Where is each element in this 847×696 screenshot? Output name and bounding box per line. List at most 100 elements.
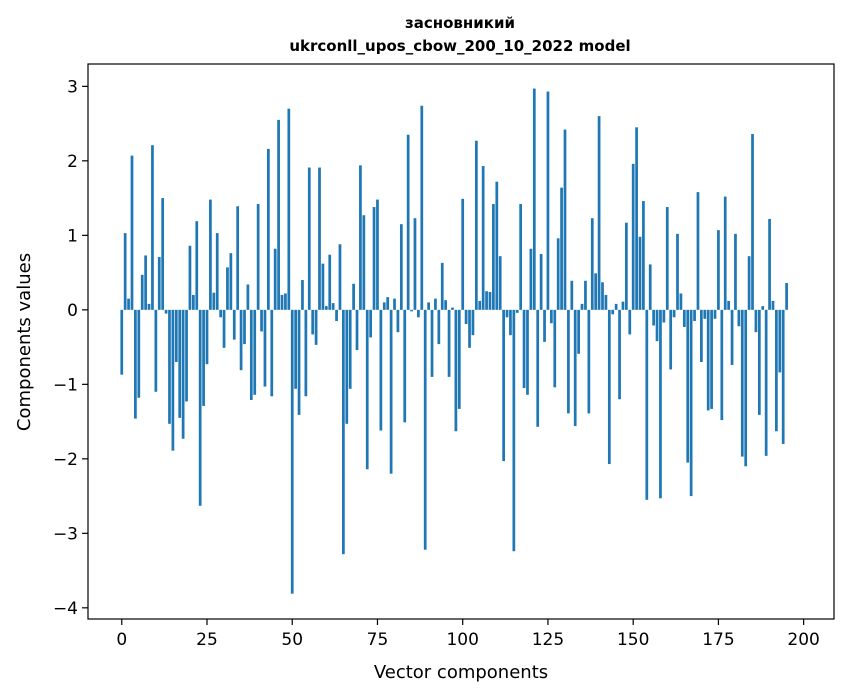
bar	[352, 283, 355, 310]
bar	[144, 255, 147, 310]
bar	[478, 300, 482, 310]
bar	[754, 309, 758, 333]
y-tick-label: −3	[53, 524, 78, 544]
bar	[631, 163, 635, 310]
bar	[253, 309, 257, 395]
bar	[720, 309, 724, 421]
bar	[382, 302, 386, 310]
bar	[427, 302, 430, 310]
bar	[614, 303, 618, 310]
bar	[747, 256, 751, 310]
bar	[567, 309, 570, 414]
bar	[710, 309, 713, 409]
bar	[495, 181, 499, 310]
bar	[181, 309, 185, 439]
bar	[492, 204, 495, 310]
bar	[519, 204, 523, 310]
y-tick-label: −4	[53, 599, 78, 619]
bar	[311, 309, 315, 335]
bar	[737, 309, 741, 327]
bar	[526, 309, 529, 395]
y-tick-label: −1	[53, 375, 78, 395]
bar	[314, 309, 318, 345]
bar	[553, 309, 557, 388]
bar	[679, 293, 683, 310]
bar	[369, 309, 373, 338]
bar	[686, 309, 690, 463]
bar	[648, 264, 652, 310]
bar	[437, 309, 441, 345]
bar	[413, 218, 417, 310]
bar	[515, 309, 519, 313]
bar	[147, 303, 151, 310]
x-axis-ticks: 0 25 50 75 100 125 150 175 200	[116, 619, 820, 650]
bar	[757, 309, 761, 415]
bar	[284, 293, 287, 310]
bar	[406, 134, 410, 310]
y-tick-label: 0	[67, 301, 78, 321]
bar	[778, 309, 782, 373]
plot-frame	[87, 63, 835, 620]
bar	[328, 254, 332, 310]
bar	[430, 309, 434, 377]
bar	[468, 309, 471, 348]
bar	[161, 198, 165, 310]
bar	[140, 274, 144, 310]
bar	[287, 108, 291, 310]
bar	[198, 309, 202, 506]
bar	[423, 309, 427, 550]
bar	[706, 309, 710, 411]
bar	[280, 294, 284, 310]
bar	[689, 309, 693, 497]
bar	[546, 91, 550, 310]
bar	[601, 282, 604, 310]
bar	[359, 165, 362, 310]
bar	[638, 236, 642, 310]
bar	[625, 222, 628, 310]
bar	[611, 309, 615, 315]
bar	[188, 245, 192, 310]
bar	[345, 309, 349, 424]
bar	[444, 300, 448, 310]
y-axis-ticks: −4 −3 −2 −1 0 1 2 3	[53, 77, 88, 619]
bar	[775, 309, 778, 432]
bar	[389, 309, 393, 474]
y-tick-label: 1	[67, 226, 78, 246]
bar	[734, 233, 737, 310]
bar	[304, 309, 308, 397]
bar	[191, 294, 195, 310]
bar	[604, 294, 608, 310]
bar	[222, 309, 226, 348]
bar	[294, 309, 298, 389]
bar	[505, 309, 509, 318]
bar	[740, 309, 744, 457]
bar	[577, 309, 580, 354]
x-tick-label: 75	[367, 630, 389, 650]
bar	[703, 309, 707, 319]
x-tick-label: 50	[281, 630, 303, 650]
x-tick-label: 125	[532, 630, 564, 650]
bar	[130, 155, 134, 310]
y-tick-label: 3	[67, 77, 78, 97]
bar	[239, 309, 243, 371]
bar	[205, 309, 209, 365]
bar	[454, 309, 458, 432]
bar	[178, 309, 182, 418]
bar	[249, 309, 253, 400]
bar	[751, 134, 754, 310]
bar	[539, 253, 543, 310]
bar	[621, 301, 625, 310]
bar	[618, 309, 621, 400]
bar	[396, 309, 400, 333]
bar	[195, 221, 199, 310]
bar	[379, 309, 383, 431]
bar	[676, 233, 679, 310]
bar	[342, 309, 345, 555]
bar	[417, 309, 420, 318]
bar	[277, 119, 280, 310]
bar	[488, 291, 492, 310]
bar	[127, 298, 130, 310]
bar	[642, 201, 645, 310]
bar	[764, 309, 768, 456]
bar	[461, 198, 465, 310]
